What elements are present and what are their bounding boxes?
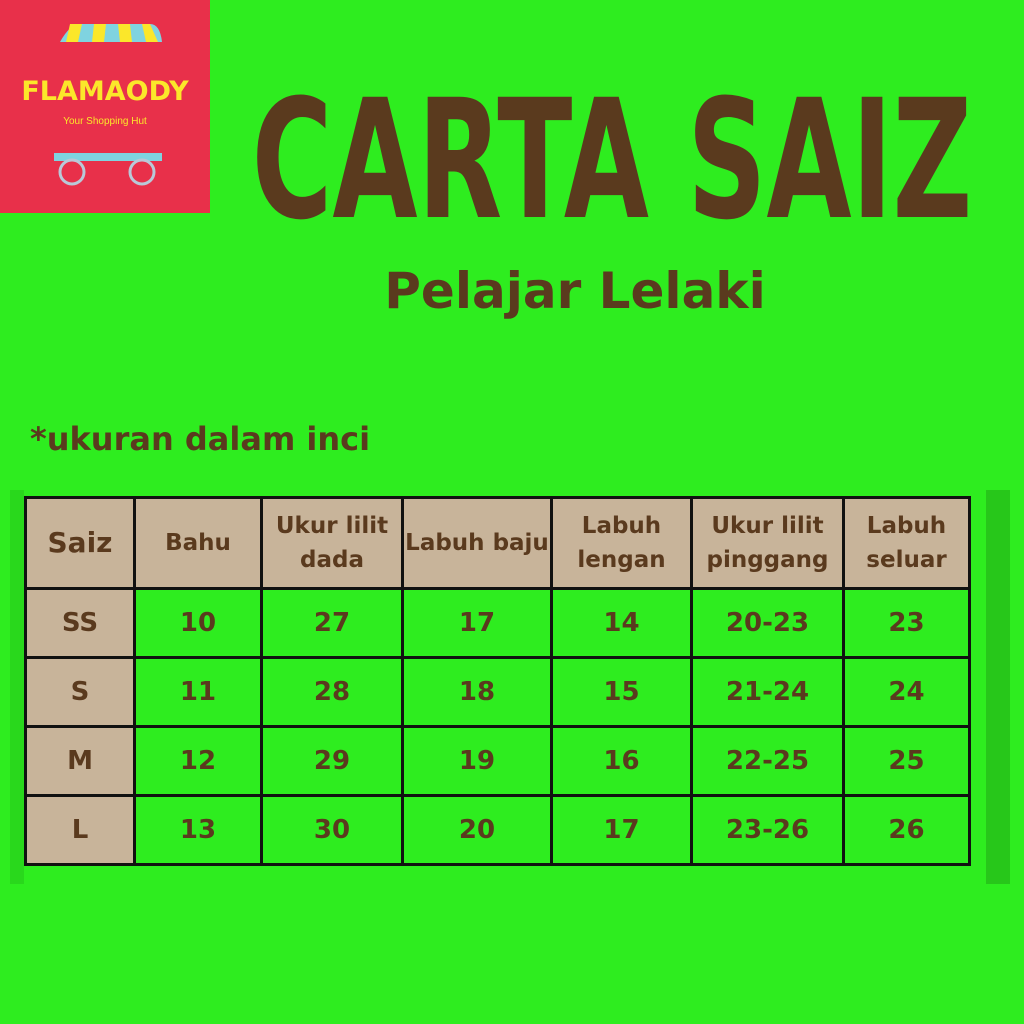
brand-name: FLAMAODY [21, 76, 189, 107]
measurement-cell: 21-24 [690, 656, 845, 728]
measurement-cell: 19 [401, 725, 553, 797]
brand-logo: FLAMAODY Your Shopping Hut [0, 0, 210, 213]
brand-tagline: Your Shopping Hut [63, 116, 147, 127]
table-shadow-left [10, 490, 24, 884]
measurement-cell: 26 [842, 794, 971, 866]
table-row: SS 10 27 17 14 20-23 23 [24, 587, 971, 659]
measurement-cell: 20-23 [690, 587, 845, 659]
header-labuh-lengan: Labuh lengan [550, 496, 693, 590]
measurement-cell: 12 [133, 725, 263, 797]
size-table: Saiz Bahu Ukur lilit dada Labuh baju Lab… [24, 496, 971, 866]
measurement-cell: 25 [842, 725, 971, 797]
table-row: S 11 28 18 15 21-24 24 [24, 656, 971, 728]
measurement-cell: 15 [550, 656, 693, 728]
measurement-cell: 20 [401, 794, 553, 866]
measurement-cell: 24 [842, 656, 971, 728]
header-labuh-baju: Labuh baju [401, 496, 553, 590]
measurement-cell: 10 [133, 587, 263, 659]
page-subtitle: Pelajar Lelaki [384, 262, 766, 320]
unit-note: *ukuran dalam inci [30, 420, 371, 458]
measurement-cell: 23-26 [690, 794, 845, 866]
header-bahu: Bahu [133, 496, 263, 590]
header-ukur-lilit-dada: Ukur lilit dada [260, 496, 404, 590]
measurement-cell: 22-25 [690, 725, 845, 797]
measurement-cell: 17 [401, 587, 553, 659]
table-shadow-right [986, 490, 1010, 884]
measurement-cell: 13 [133, 794, 263, 866]
shop-cart-icon [54, 24, 162, 186]
measurement-cell: 29 [260, 725, 404, 797]
measurement-cell: 30 [260, 794, 404, 866]
header-labuh-seluar: Labuh seluar [842, 496, 971, 590]
measurement-cell: 18 [401, 656, 553, 728]
measurement-cell: 27 [260, 587, 404, 659]
header-ukur-lilit-pinggang: Ukur lilit pinggang [690, 496, 845, 590]
table-header-row: Saiz Bahu Ukur lilit dada Labuh baju Lab… [24, 496, 971, 590]
measurement-cell: 17 [550, 794, 693, 866]
measurement-cell: 11 [133, 656, 263, 728]
page-title: CARTA SAIZ [251, 64, 973, 256]
size-label-cell: L [24, 794, 136, 866]
measurement-cell: 28 [260, 656, 404, 728]
size-label-cell: M [24, 725, 136, 797]
measurement-cell: 16 [550, 725, 693, 797]
table-row: L 13 30 20 17 23-26 26 [24, 794, 971, 866]
header-saiz: Saiz [24, 496, 136, 590]
size-label-cell: SS [24, 587, 136, 659]
measurement-cell: 23 [842, 587, 971, 659]
size-label-cell: S [24, 656, 136, 728]
measurement-cell: 14 [550, 587, 693, 659]
table-row: M 12 29 19 16 22-25 25 [24, 725, 971, 797]
